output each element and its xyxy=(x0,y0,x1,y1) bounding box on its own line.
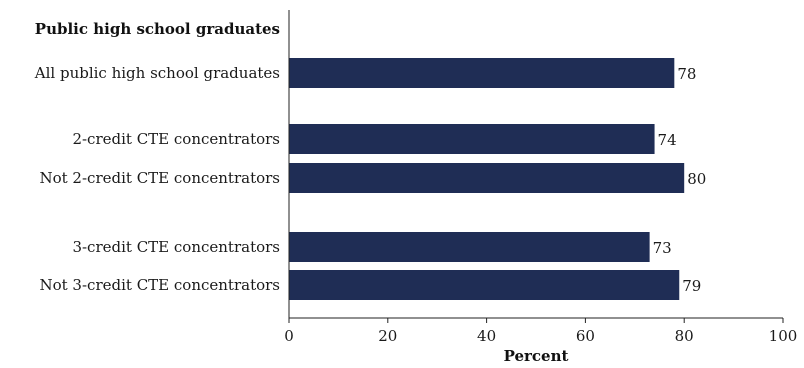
bar xyxy=(289,58,675,88)
bar xyxy=(289,232,650,262)
category-label: 3-credit CTE concentrators xyxy=(72,238,280,256)
data-label: 78 xyxy=(677,65,696,83)
x-axis-title: Percent xyxy=(504,347,569,365)
category-label: Not 2-credit CTE concentrators xyxy=(39,169,280,187)
bar xyxy=(289,270,680,300)
category-label: 2-credit CTE concentrators xyxy=(72,130,280,148)
data-label: 80 xyxy=(687,170,706,188)
x-tick-label: 40 xyxy=(477,327,496,345)
bar xyxy=(289,124,655,154)
data-label: 74 xyxy=(658,131,677,149)
x-tick-label: 0 xyxy=(284,327,294,345)
x-tick-label: 20 xyxy=(378,327,397,345)
x-tick-label: 80 xyxy=(675,327,694,345)
data-label: 79 xyxy=(682,277,701,295)
category-label: Not 3-credit CTE concentrators xyxy=(39,276,280,294)
data-label: 73 xyxy=(653,239,672,257)
x-tick-label: 60 xyxy=(576,327,595,345)
bar xyxy=(289,163,685,193)
x-tick-label: 100 xyxy=(769,327,798,345)
category-label: All public high school graduates xyxy=(34,64,280,82)
group-heading: Public high school graduates xyxy=(35,20,280,38)
